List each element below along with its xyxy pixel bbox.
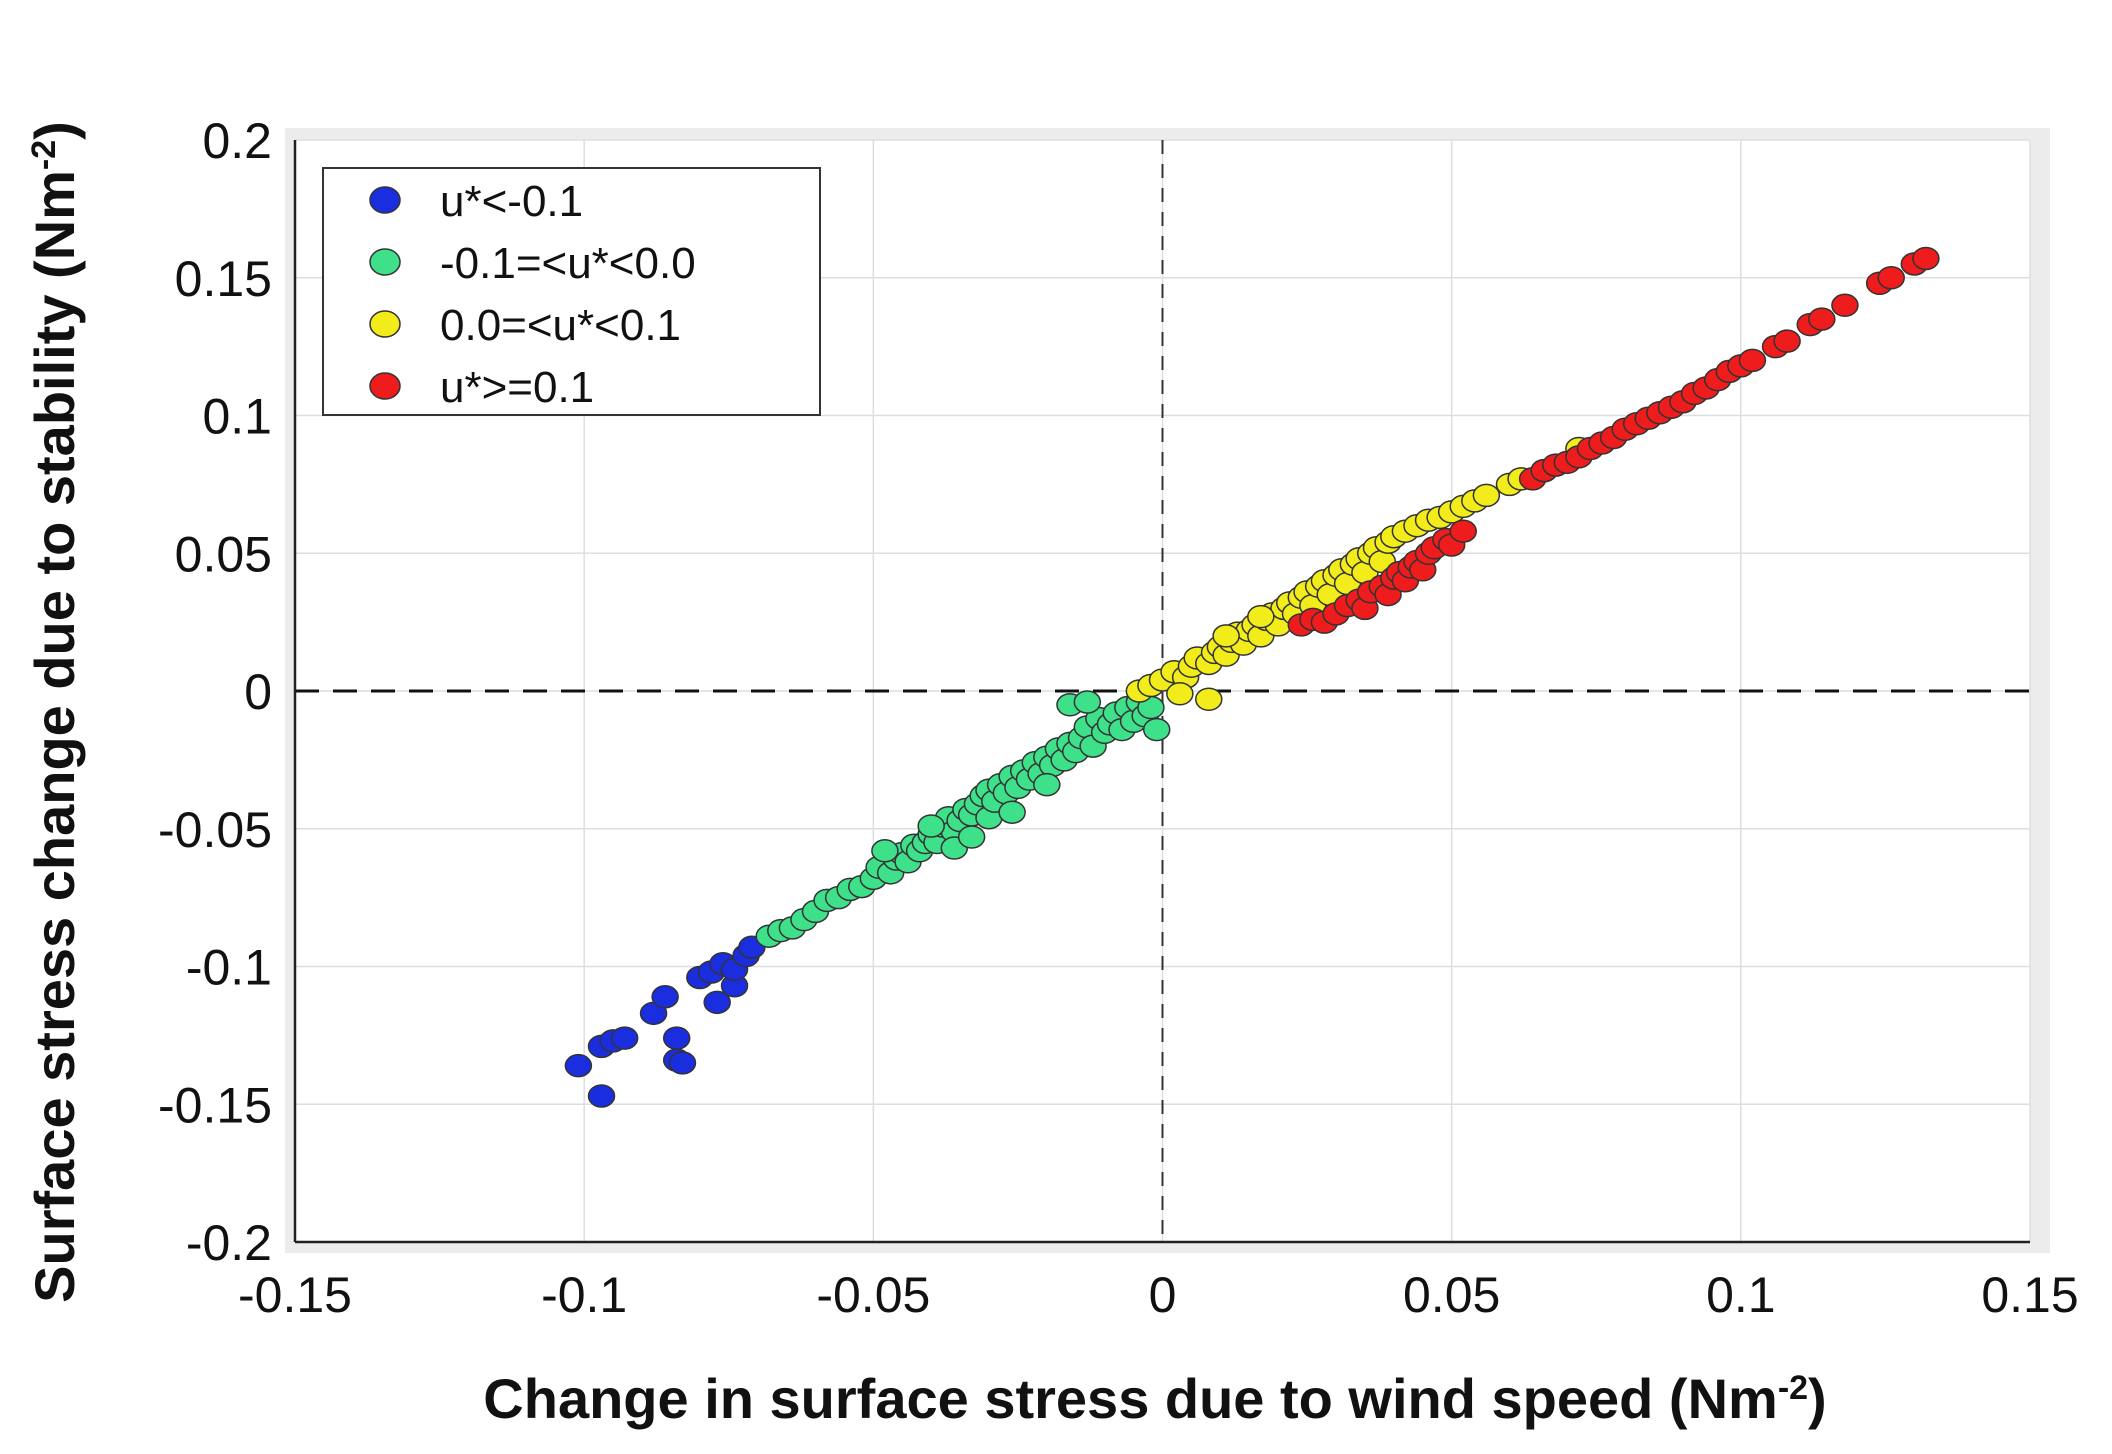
data-point-series-2	[1472, 483, 1501, 508]
data-point-series-2	[1166, 682, 1194, 706]
data-point-series-2	[1247, 604, 1275, 629]
legend-box	[322, 167, 821, 416]
data-point-series-0	[610, 1026, 639, 1050]
data-point-series-1	[1033, 772, 1061, 797]
data-point-series-3	[1738, 348, 1767, 373]
data-point-series-3	[1831, 293, 1859, 318]
data-point-series-3	[1773, 329, 1801, 353]
x-tick-label: -0.1	[541, 1267, 627, 1323]
x-tick-label: 0.05	[1403, 1267, 1500, 1323]
data-point-series-0	[651, 985, 679, 1009]
y-tick-label: 0.1	[202, 389, 272, 445]
data-points	[564, 246, 1940, 1108]
x-tick-label: 0.1	[1706, 1267, 1776, 1323]
data-point-series-1	[998, 800, 1026, 824]
data-point-series-0	[703, 990, 731, 1015]
legend-label: u*>=0.1	[440, 363, 594, 412]
data-point-series-0	[587, 1084, 616, 1108]
legend-marker	[369, 310, 401, 338]
data-point-series-3	[1912, 246, 1940, 271]
legend-label: u*<-0.1	[440, 177, 583, 226]
legend-label: -0.1=<u*<0.0	[440, 239, 696, 288]
data-point-series-3	[1877, 266, 1905, 290]
data-point-series-1	[871, 839, 899, 863]
y-tick-label: 0.2	[202, 113, 272, 169]
data-point-series-1	[1142, 717, 1171, 742]
legend: u*<-0.1 -0.1=<u*<0.0 0.0=<u*<0.1 u*>=0.1	[322, 167, 821, 416]
data-point-series-0	[668, 1051, 697, 1075]
legend-marker	[369, 186, 401, 214]
data-point-series-3	[1449, 519, 1477, 543]
y-tick-labels: -0.2 -0.15 -0.1 -0.05 0 0.05 0.1 0.15 0.2	[158, 113, 272, 1271]
data-point-series-1	[1073, 690, 1102, 714]
data-point-series-1	[957, 825, 986, 849]
y-tick-label: 0.15	[175, 251, 272, 307]
x-tick-label: 0.15	[1981, 1267, 2078, 1323]
data-point-series-2	[1212, 624, 1240, 648]
y-tick-label: -0.1	[186, 940, 272, 996]
data-point-series-1	[917, 814, 945, 838]
x-tick-labels: -0.15 -0.1 -0.05 0 0.05 0.1 0.15	[238, 1267, 2079, 1323]
y-axis-title: Surface stress change due to stability (…	[23, 121, 86, 1303]
data-point-series-0	[564, 1053, 593, 1078]
legend-marker	[369, 248, 401, 276]
y-tick-label: 0.05	[175, 526, 272, 582]
reference-lines	[295, 140, 2030, 1242]
x-tick-label: 0	[1149, 1267, 1177, 1323]
y-tick-label: -0.15	[158, 1077, 272, 1133]
data-point-series-3	[1808, 307, 1836, 331]
x-tick-label: -0.05	[816, 1267, 930, 1323]
data-point-series-2	[1195, 687, 1223, 712]
legend-marker	[369, 372, 401, 400]
x-axis-title: Change in surface stress due to wind spe…	[483, 1367, 1826, 1430]
y-tick-label: 0	[244, 664, 272, 720]
legend-label: 0.0=<u*<0.1	[440, 301, 681, 350]
data-point-series-0	[662, 1026, 691, 1050]
x-tick-label: -0.15	[238, 1267, 352, 1323]
y-tick-label: -0.2	[186, 1215, 272, 1271]
y-tick-label: -0.05	[158, 802, 272, 858]
